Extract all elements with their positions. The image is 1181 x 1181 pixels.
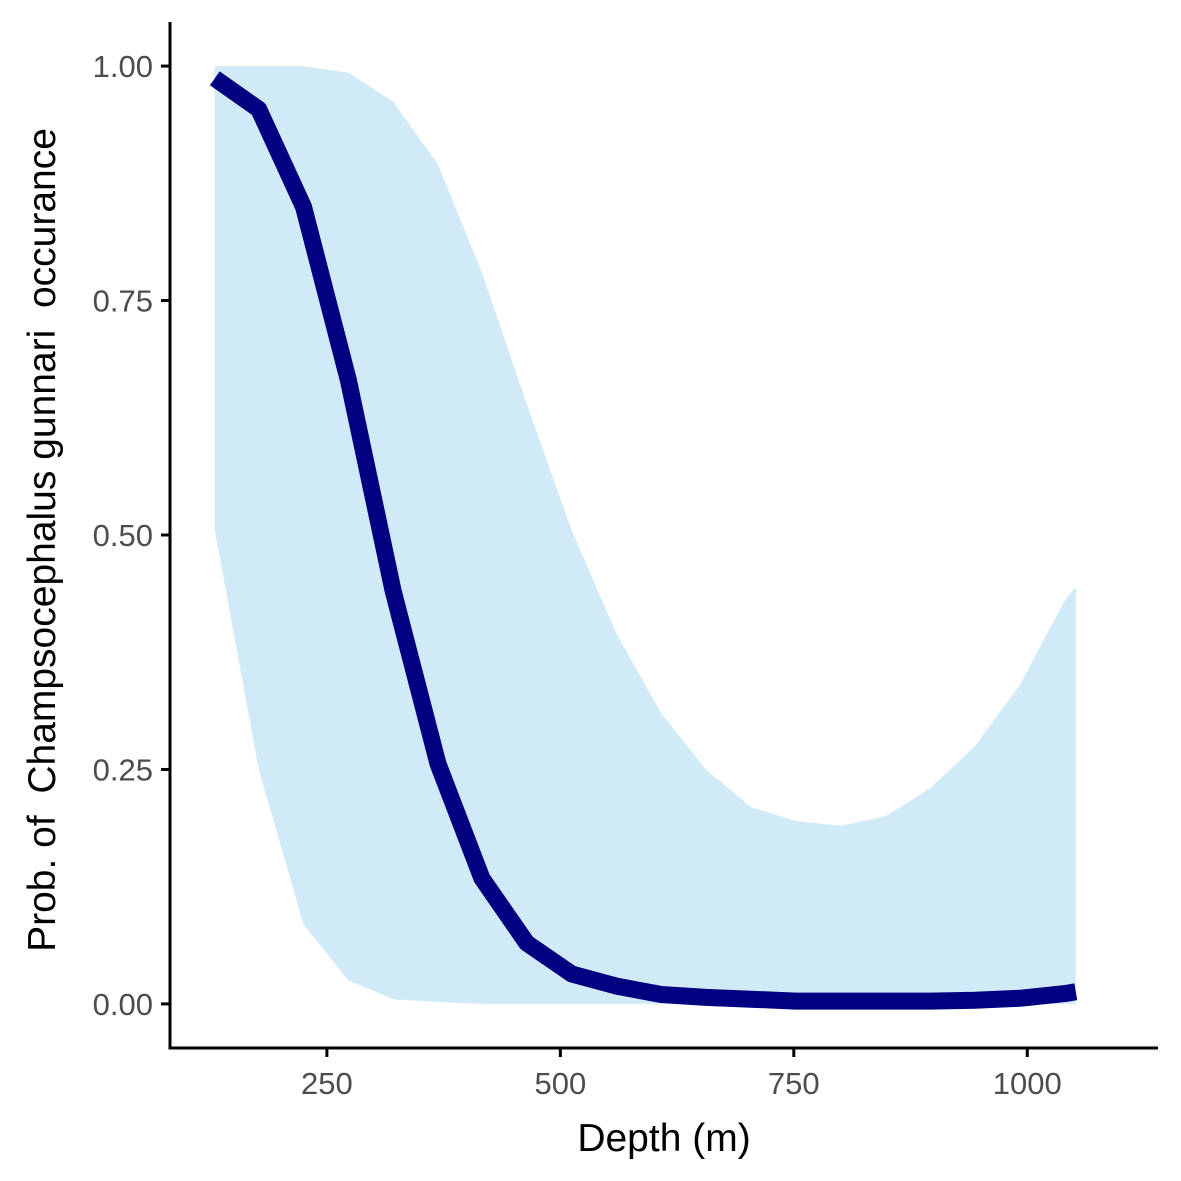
probability-line <box>209 71 1078 1010</box>
y-tick-label: 0.75 <box>93 284 153 319</box>
x-tick-label: 250 <box>301 1066 353 1101</box>
y-tick-label: 1.00 <box>93 49 153 84</box>
y-axis-ticks: 0.00 0.25 0.50 0.75 1.00 <box>93 49 170 1022</box>
plot-area <box>209 66 1078 1010</box>
y-axis-title: Prob. of Champsocephalus gunnari occuran… <box>21 128 64 952</box>
x-axis-title: Depth (m) <box>577 1117 750 1160</box>
confidence-band <box>214 66 1076 1004</box>
x-tick-label: 750 <box>768 1066 820 1101</box>
y-tick-label: 0.25 <box>93 752 153 787</box>
y-tick-label: 0.50 <box>93 518 153 553</box>
y-tick-label: 0.00 <box>93 987 153 1022</box>
x-axis-ticks: 250 500 750 1000 <box>301 1048 1062 1101</box>
x-tick-label: 1000 <box>993 1066 1062 1101</box>
x-tick-label: 500 <box>534 1066 586 1101</box>
